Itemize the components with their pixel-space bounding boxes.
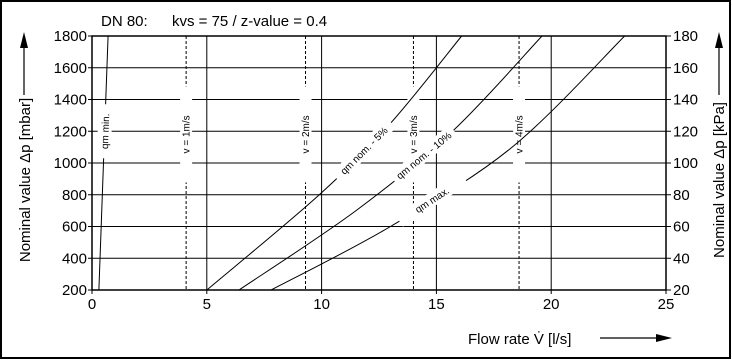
y-tick-left: 800 — [62, 187, 87, 204]
title-bg — [92, 8, 312, 32]
y-tick-left: 400 — [62, 250, 87, 267]
y-right-arrow-icon — [715, 32, 723, 95]
chart-title: DN 80: — [101, 13, 148, 30]
curve-label: qm min. — [96, 104, 113, 159]
y-tick-left: 600 — [62, 219, 87, 236]
velocity-label-bg — [180, 86, 193, 183]
x-arrow-icon — [600, 334, 672, 342]
y-left-arrow-icon — [20, 32, 28, 95]
y-tick-right: 80 — [673, 187, 690, 204]
y-tick-right: 100 — [673, 155, 698, 172]
y-tick-left: 1200 — [54, 123, 87, 140]
y-tick-left: 200 — [62, 282, 87, 299]
x-tick: 25 — [658, 296, 675, 313]
x-tick: 20 — [543, 296, 560, 313]
series-line — [98, 35, 109, 291]
x-axis-label: Flow rate V̇ [l/s] — [468, 331, 571, 348]
y-tick-right: 180 — [673, 28, 698, 45]
x-tick: 10 — [313, 296, 330, 313]
x-tick: 5 — [203, 296, 211, 313]
y-tick-right: 60 — [673, 219, 690, 236]
x-tick: 0 — [88, 296, 96, 313]
curve-label-bg — [388, 124, 459, 186]
curve-label-bg — [96, 104, 113, 159]
y-tick-left: 1400 — [54, 92, 87, 109]
y-tick-right: 20 — [673, 282, 690, 299]
y-tick-right: 40 — [673, 250, 690, 267]
y-tick-left: 1000 — [54, 155, 87, 172]
velocity-label: v = 3m/s — [409, 115, 420, 153]
velocity-label-bg — [299, 86, 312, 183]
velocity-label-bg — [513, 86, 526, 183]
y-tick-left: 1800 — [54, 28, 87, 45]
curve-label-bg — [395, 172, 469, 227]
y-tick-right: 160 — [673, 60, 698, 77]
y-axis-left-label: Nominal value Δp [mbar] — [17, 98, 34, 262]
tick-labels: 2004006008001000120014001600180020406080… — [54, 28, 698, 313]
x-tick: 15 — [428, 296, 445, 313]
y-tick-right: 140 — [673, 92, 698, 109]
velocity-label: v = 1m/s — [182, 115, 193, 153]
curve-label-bg — [331, 117, 397, 183]
curve-label-text: qm min. — [100, 113, 112, 149]
y-tick-right: 120 — [673, 123, 698, 140]
y-axis-right-label: Nominal value Δp [kPa] — [711, 102, 728, 258]
chart-subtitle: kvs = 75 / z-value = 0.4 — [172, 13, 327, 30]
velocity-label: v = 2m/s — [301, 115, 312, 153]
y-tick-left: 1600 — [54, 60, 87, 77]
velocity-label: v = 4m/s — [515, 115, 526, 153]
